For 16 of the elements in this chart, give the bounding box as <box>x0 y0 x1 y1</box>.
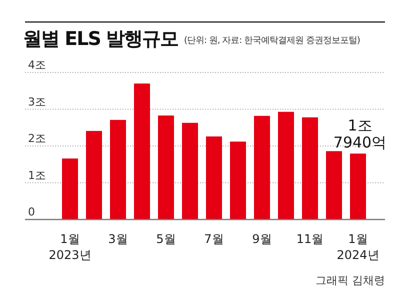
ytick-label: 4조 <box>28 58 46 72</box>
xtick-label: 1월 2024년 <box>336 232 380 262</box>
xtick-label: 9월 <box>252 232 272 246</box>
xtick-label: 7월 <box>204 232 224 246</box>
ytick-label: 2조 <box>28 132 46 145</box>
subtitle: (단위: 원, 자료: 한국예탁결제원 증권정보포털) <box>184 36 360 46</box>
annotation: 그래픽 김채령 <box>316 274 385 287</box>
xtick-label: 1월 2023년 <box>48 232 92 262</box>
xtick-label: 5월 <box>156 232 176 246</box>
title: 월별 ELS 발행규모 <box>23 28 178 50</box>
xtick-label: 11월 <box>296 232 324 246</box>
ytick-label: 0 <box>28 206 35 218</box>
xtick-label: 3월 <box>108 232 128 246</box>
ytick-label: 3조 <box>28 95 46 108</box>
ytick-label: 1조 <box>28 168 46 182</box>
annotation: 1조 7940억 <box>333 116 387 152</box>
